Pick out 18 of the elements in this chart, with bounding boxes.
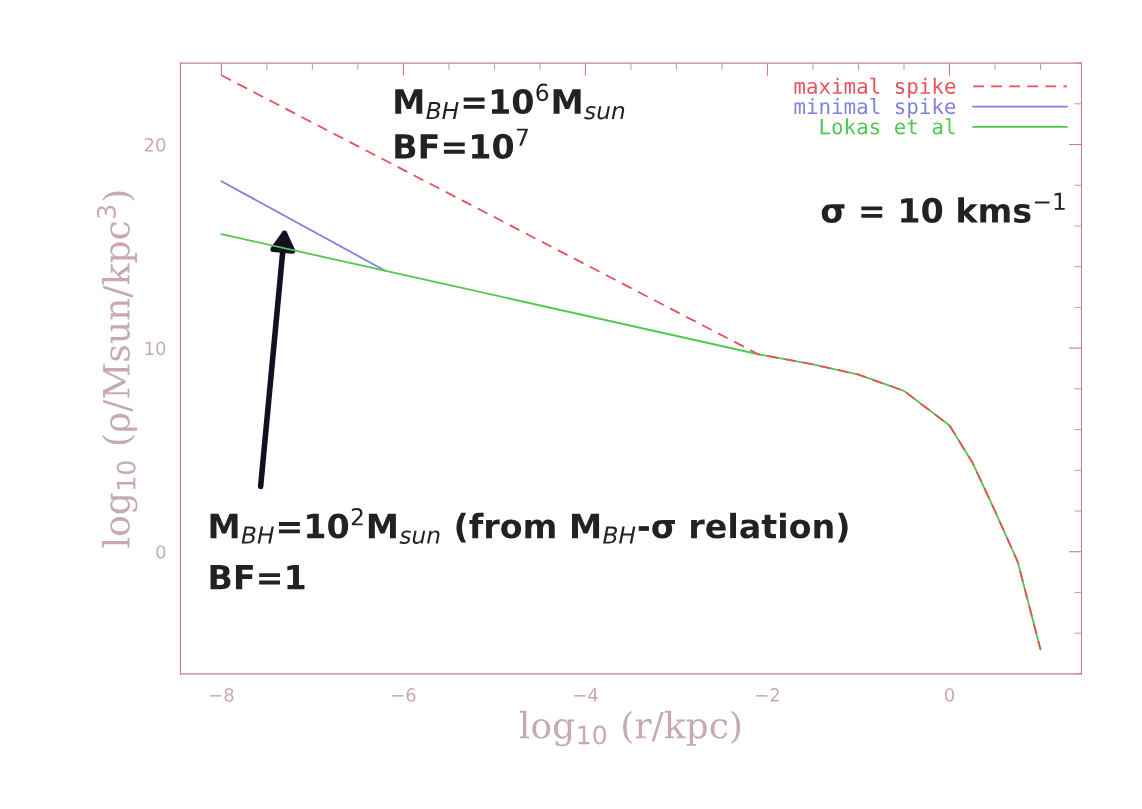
- y-tick-label: 10: [145, 341, 166, 356]
- annotation: BF=10$^{7}$: [395, 128, 528, 159]
- x-tick-label: −6: [392, 688, 416, 702]
- legend-label: minimal spike: [794, 97, 956, 119]
- x-tick-label: −8: [210, 688, 234, 702]
- annotation: BF=1: [210, 564, 305, 590]
- y-axis-title: log$_{10}$ (ρ/Msun/kpc$^{3}$): [96, 191, 138, 548]
- text: M$_{BH}$=10$^{2}$M$_{sun}$ (from M$_{BH}$-σ relation): [210, 508, 848, 544]
- x-tick-label: −4: [574, 688, 598, 702]
- legend-label: Lokas et al: [820, 118, 955, 135]
- annotation: σ = 10 kms$^{−1}$: [821, 192, 1065, 224]
- legend-label: maximal spike: [794, 77, 956, 98]
- x-tick-label: 0: [944, 688, 955, 702]
- x-axis-title: log$_{10}$ (r/kpc): [519, 710, 741, 747]
- annotation: M$_{BH}$=10$^{6}$M$_{sun}$: [395, 83, 625, 120]
- y-tick-label: 0: [156, 545, 166, 559]
- x-tick-label: −2: [756, 688, 779, 702]
- y-tick-label: 20: [144, 138, 166, 152]
